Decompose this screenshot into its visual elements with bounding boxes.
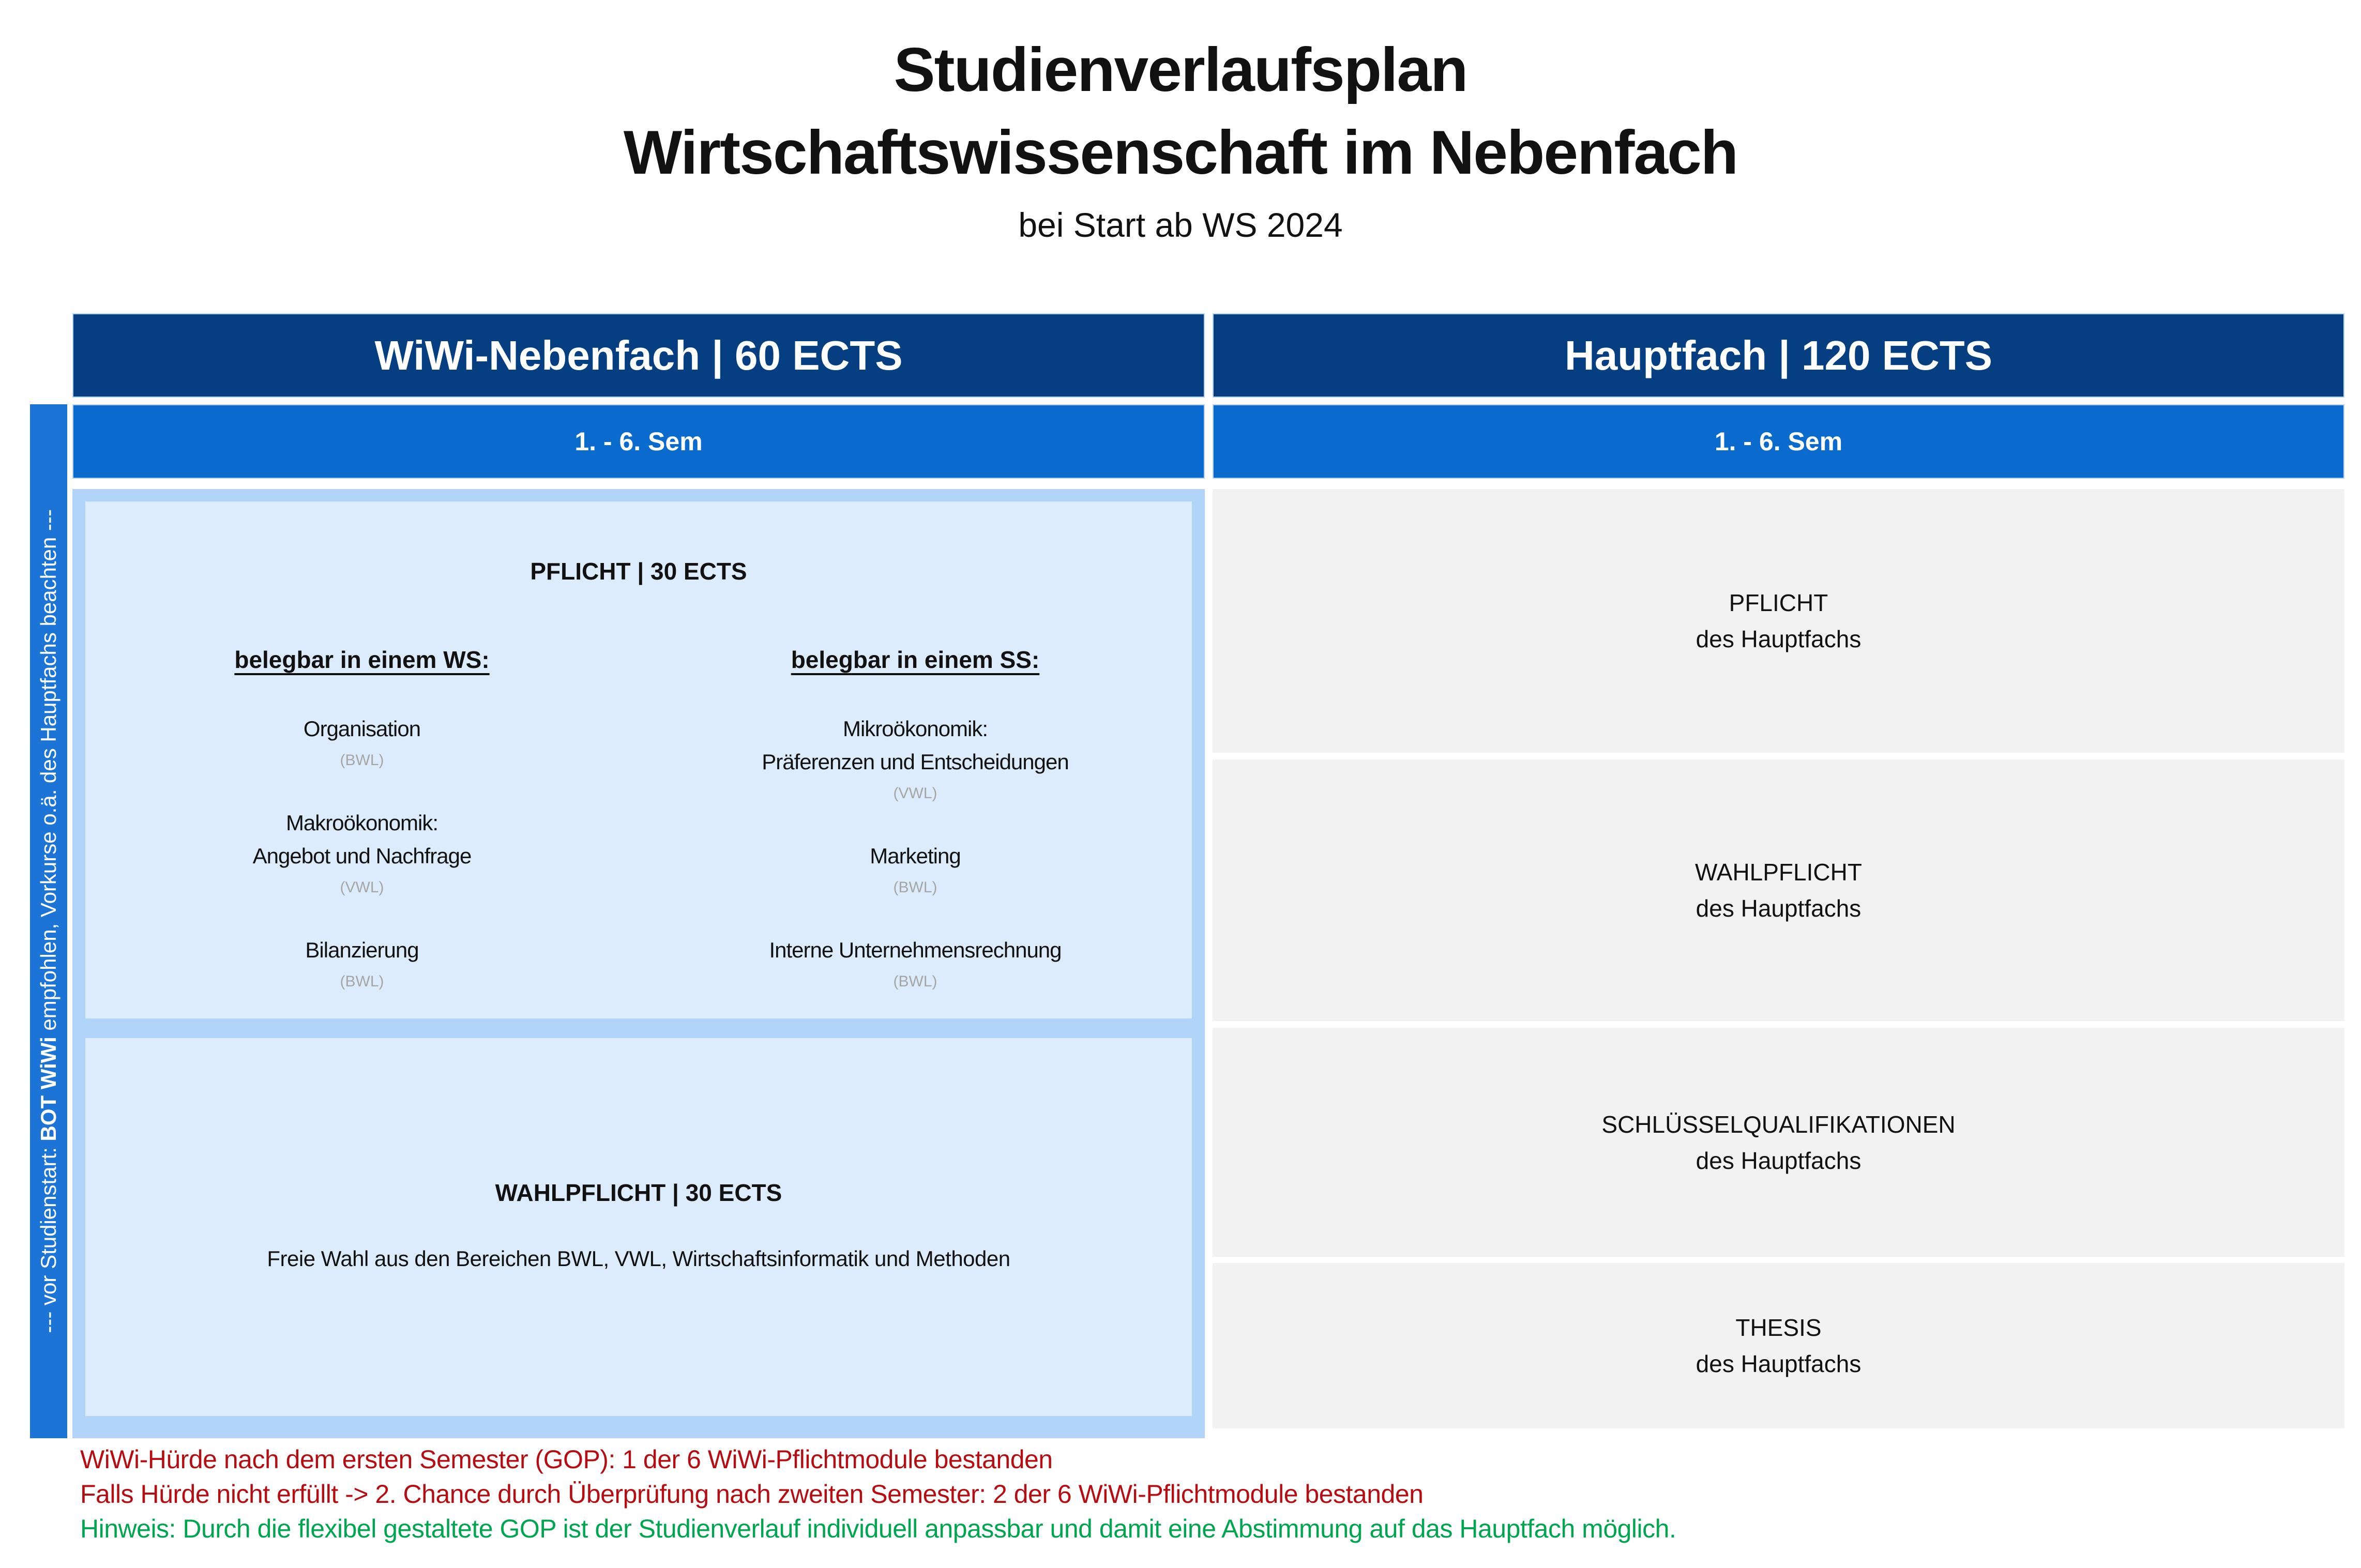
module-interne-unternehmensrechnung: Interne Unternehmensrechnung (BWL): [639, 934, 1192, 995]
hauptfach-header-label: Hauptfach | 120 ECTS: [1564, 332, 1993, 378]
hauptfach-header-bar: Hauptfach | 120 ECTS: [1213, 313, 2344, 398]
pre-study-note-suffix: empfohlen, Vorkurse o.ä. des Hauptfachs …: [36, 509, 60, 1037]
wahlpflicht-box: WAHLPFLICHT | 30 ECTS Freie Wahl aus den…: [85, 1038, 1192, 1416]
module-tag: (BWL): [340, 752, 384, 769]
module-makrooekonomik: Makroökonomik: Angebot und Nachfrage (VW…: [85, 806, 639, 901]
footnote-second-chance: Falls Hürde nicht erfüllt -> 2. Chance d…: [80, 1480, 1424, 1509]
title-block: Studienverlaufsplan Wirtschaftswissensch…: [0, 28, 2361, 256]
page-title: Studienverlaufsplan: [894, 35, 1469, 104]
module-tag: (BWL): [893, 879, 937, 896]
footnote-hinweis: Hinweis: Durch die flexibel gestaltete G…: [80, 1514, 1676, 1543]
module-name: Makroökonomik: Angebot und Nachfrage: [252, 811, 472, 868]
nebenfach-panel: PFLICHT | 30 ECTS belegbar in einem WS: …: [72, 489, 1205, 1438]
module-marketing: Marketing (BWL): [639, 840, 1192, 901]
footnotes: WiWi-Hürde nach dem ersten Semester (GOP…: [80, 1442, 2304, 1546]
hauptfach-schluesselqualifikationen-label: SCHLÜSSELQUALIFIKATIONEN des Hauptfachs: [1601, 1110, 1956, 1174]
wahlpflicht-box-description: Freie Wahl aus den Bereichen BWL, VWL, W…: [267, 1246, 1010, 1271]
pflicht-columns: belegbar in einem WS: Organisation (BWL)…: [85, 642, 1192, 995]
ws-heading: belegbar in einem WS:: [234, 646, 490, 673]
module-tag: (VWL): [893, 785, 937, 802]
module-tag: (BWL): [893, 973, 937, 990]
module-name: Marketing: [870, 844, 961, 868]
nebenfach-semester-label: 1. - 6. Sem: [574, 427, 703, 456]
nebenfach-semester-bar: 1. - 6. Sem: [72, 404, 1205, 479]
module-organisation: Organisation (BWL): [85, 712, 639, 773]
module-tag: (BWL): [340, 973, 384, 990]
hauptfach-wahlpflicht-label: WAHLPFLICHT des Hauptfachs: [1695, 859, 1862, 922]
module-name: Bilanzierung: [305, 938, 419, 962]
footnote-gop-hurdle: WiWi-Hürde nach dem ersten Semester (GOP…: [80, 1445, 1053, 1474]
module-bilanzierung: Bilanzierung (BWL): [85, 934, 639, 995]
pflicht-box: PFLICHT | 30 ECTS belegbar in einem WS: …: [85, 501, 1192, 1018]
ss-column: belegbar in einem SS: Mikroökonomik: Prä…: [639, 642, 1192, 995]
hauptfach-thesis-label: THESIS des Hauptfachs: [1696, 1314, 1861, 1377]
hauptfach-wahlpflicht-box: WAHLPFLICHT des Hauptfachs: [1213, 759, 2344, 1021]
module-name: Organisation: [303, 717, 421, 741]
ss-heading: belegbar in einem SS:: [791, 646, 1040, 673]
pre-study-note-text: --- vor Studienstart: BOT WiWi empfohlen…: [36, 509, 61, 1333]
page-subtitle: bei Start ab WS 2024: [1018, 206, 1343, 244]
hauptfach-thesis-box: THESIS des Hauptfachs: [1213, 1263, 2344, 1428]
module-tag: (VWL): [340, 879, 384, 896]
nebenfach-header-label: WiWi-Nebenfach | 60 ECTS: [374, 332, 903, 378]
hauptfach-pflicht-box: PFLICHT des Hauptfachs: [1213, 489, 2344, 753]
hauptfach-semester-bar: 1. - 6. Sem: [1213, 404, 2344, 479]
pflicht-box-title: PFLICHT | 30 ECTS: [530, 558, 747, 585]
pre-study-note-bold: BOT WiWi: [36, 1037, 60, 1141]
hauptfach-schluesselqualifikationen-box: SCHLÜSSELQUALIFIKATIONEN des Hauptfachs: [1213, 1028, 2344, 1257]
hauptfach-pflicht-label: PFLICHT des Hauptfachs: [1696, 589, 1861, 652]
pre-study-note-strip: --- vor Studienstart: BOT WiWi empfohlen…: [30, 404, 67, 1438]
ws-column: belegbar in einem WS: Organisation (BWL)…: [85, 642, 639, 995]
pre-study-note-prefix: --- vor Studienstart:: [36, 1141, 60, 1333]
nebenfach-header-bar: WiWi-Nebenfach | 60 ECTS: [72, 313, 1205, 398]
module-mikrooekonomik: Mikroökonomik: Präferenzen und Entscheid…: [639, 712, 1192, 806]
module-name: Mikroökonomik: Präferenzen und Entscheid…: [762, 717, 1069, 774]
hauptfach-semester-label: 1. - 6. Sem: [1714, 427, 1843, 456]
wahlpflicht-box-title: WAHLPFLICHT | 30 ECTS: [495, 1179, 782, 1206]
page-title-line2: Wirtschaftswissenschaft im Nebenfach: [623, 118, 1738, 187]
module-name: Interne Unternehmensrechnung: [769, 938, 1062, 962]
